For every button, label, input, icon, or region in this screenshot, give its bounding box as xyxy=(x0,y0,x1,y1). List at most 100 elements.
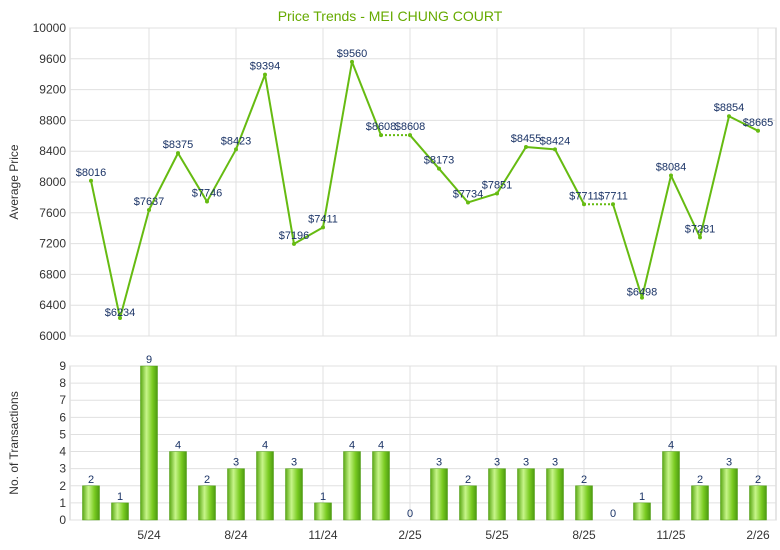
transaction-data-label: 2 xyxy=(88,474,94,486)
transaction-data-label: 2 xyxy=(204,474,210,486)
transactions-y-tick-label: 7 xyxy=(59,393,66,407)
price-y-tick-label: 8800 xyxy=(39,113,66,127)
x-tick-label: 2/26 xyxy=(746,528,770,542)
transaction-data-label: 4 xyxy=(378,440,384,452)
transaction-bar xyxy=(227,468,245,521)
transaction-bar xyxy=(459,485,477,521)
transactions-y-tick-label: 5 xyxy=(59,427,66,441)
price-point xyxy=(698,235,702,240)
transaction-data-label: 3 xyxy=(523,457,529,469)
transaction-bar xyxy=(111,502,129,521)
price-point xyxy=(524,144,528,149)
price-data-label: $7851 xyxy=(482,179,513,191)
price-line-segment xyxy=(438,168,469,204)
price-data-label: $7411 xyxy=(308,213,338,225)
transaction-bar xyxy=(285,468,303,521)
price-y-tick-label: 6000 xyxy=(39,329,66,343)
transaction-data-label: 2 xyxy=(465,474,471,486)
price-data-label: $8608 xyxy=(395,121,426,133)
transaction-bar xyxy=(546,468,564,521)
x-tick-label: 8/24 xyxy=(224,528,248,542)
price-line-segment xyxy=(351,61,382,136)
transactions-y-tick-label: 4 xyxy=(59,445,66,459)
price-point xyxy=(263,72,267,77)
price-y-tick-label: 6800 xyxy=(39,267,66,281)
transaction-bar xyxy=(256,451,274,521)
price-data-label: $8423 xyxy=(221,135,252,147)
transactions-y-tick-label: 1 xyxy=(59,496,66,510)
price-data-label: $8424 xyxy=(540,135,571,147)
price-data-label: $8608 xyxy=(366,121,397,133)
price-data-label: $7711 xyxy=(569,190,599,202)
price-point xyxy=(466,200,470,205)
price-y-axis-label: Average Price xyxy=(7,144,21,219)
transactions-bars xyxy=(82,365,767,521)
x-tick-label: 11/25 xyxy=(656,528,685,542)
price-y-tick-label: 6400 xyxy=(39,298,66,312)
price-data-label: $6498 xyxy=(627,287,658,299)
transactions-y-tick-label: 0 xyxy=(59,513,66,527)
price-data-label: $6234 xyxy=(105,307,136,319)
price-line-segment xyxy=(409,134,440,170)
price-data-label: $8084 xyxy=(656,162,687,174)
price-data-label: $8854 xyxy=(714,102,745,114)
transaction-bar xyxy=(82,485,100,521)
transaction-data-label: 3 xyxy=(494,457,500,469)
price-line-segment xyxy=(670,175,701,238)
price-point xyxy=(234,147,238,152)
price-line-segment xyxy=(554,148,585,205)
transaction-bar xyxy=(749,485,767,521)
price-y-tick-label: 8400 xyxy=(39,144,66,158)
price-y-tick-label: 10000 xyxy=(33,21,67,35)
price-point xyxy=(640,295,644,300)
price-data-label: $8665 xyxy=(743,117,774,129)
transactions-y-tick-label: 2 xyxy=(59,479,66,493)
price-data-labels: $8016 $6234 $7637 $8375 $7746 $8423 $9394 $7196… xyxy=(76,48,774,319)
transaction-bar xyxy=(720,468,738,521)
price-data-label: $7281 xyxy=(685,223,716,235)
transaction-data-label: 3 xyxy=(436,457,442,469)
price-data-label: $9394 xyxy=(250,61,281,73)
transaction-data-label: 3 xyxy=(233,457,239,469)
price-data-label: $8173 xyxy=(424,155,455,167)
price-series-points xyxy=(89,59,760,320)
transactions-y-axis-ticks: 0 1 2 3 4 5 6 7 8 9 xyxy=(59,359,66,527)
price-point xyxy=(176,151,180,156)
transaction-data-label: 1 xyxy=(320,491,326,503)
price-point xyxy=(582,202,586,207)
transaction-data-label: 3 xyxy=(552,457,558,469)
price-data-label: $8375 xyxy=(163,139,194,151)
transaction-data-label: 4 xyxy=(175,440,181,452)
price-plot-grid xyxy=(69,27,777,337)
price-y-tick-label: 7600 xyxy=(39,206,66,220)
transactions-y-tick-label: 9 xyxy=(59,359,66,373)
price-line-segment xyxy=(525,145,556,151)
transactions-data-labels: 2 1 9 4 2 3 4 3 1 4 4 0 3 2 3 3 3 2 0 1 4 2 3 2 xyxy=(88,354,761,520)
price-point xyxy=(379,133,383,138)
price-point xyxy=(350,59,354,64)
price-data-label: $9560 xyxy=(337,48,368,60)
price-data-label: $7637 xyxy=(134,196,165,208)
transaction-bar xyxy=(343,451,361,521)
price-line-segment xyxy=(322,61,353,228)
price-point xyxy=(553,147,557,152)
price-line-segment xyxy=(235,74,266,150)
price-y-tick-label: 7200 xyxy=(39,237,66,251)
chart-title: Price Trends - MEI CHUNG COURT xyxy=(278,8,503,24)
price-line-segment xyxy=(90,180,121,319)
price-point xyxy=(89,178,93,183)
transaction-data-label: 0 xyxy=(407,508,413,520)
transaction-data-label: 1 xyxy=(117,491,123,503)
x-tick-label: 5/24 xyxy=(137,528,161,542)
transaction-data-label: 2 xyxy=(755,474,761,486)
transaction-data-label: 2 xyxy=(581,474,587,486)
price-y-tick-label: 8000 xyxy=(39,175,66,189)
price-y-tick-label: 9200 xyxy=(39,83,66,97)
price-point xyxy=(611,202,615,207)
x-tick-label: 8/25 xyxy=(572,528,596,542)
price-line-segment xyxy=(119,209,150,319)
price-data-label: $7746 xyxy=(192,188,223,200)
transaction-bar xyxy=(314,502,332,521)
price-y-axis-ticks: 6000 6400 6800 7200 7600 8000 8400 8800 9200 9600… xyxy=(33,21,67,343)
transactions-y-tick-label: 3 xyxy=(59,462,66,476)
